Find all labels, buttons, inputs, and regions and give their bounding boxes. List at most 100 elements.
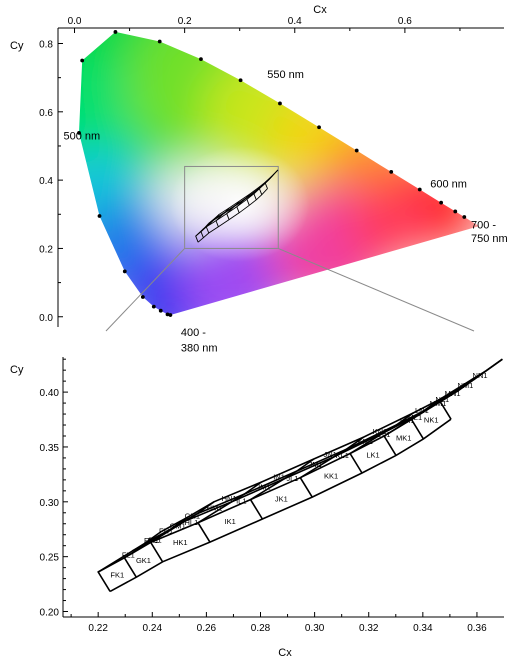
top-x-tick-label: 0.2 bbox=[178, 16, 192, 27]
cell-label: FL1 bbox=[122, 550, 135, 559]
zoom-box bbox=[184, 165, 279, 249]
cell-label: KM1 bbox=[358, 437, 373, 446]
grid-row-line bbox=[109, 418, 452, 593]
zoom-connector-lines bbox=[105, 247, 475, 332]
cell-label: JN1 bbox=[323, 450, 336, 459]
locus-point bbox=[122, 269, 127, 274]
bottom-y-tick-label: 0.40 bbox=[40, 388, 60, 399]
mini-grid-row bbox=[197, 188, 268, 243]
locus-point bbox=[389, 169, 394, 174]
locus-point bbox=[77, 130, 81, 135]
cell-label: FN1 bbox=[159, 526, 173, 535]
locus-point bbox=[113, 30, 118, 34]
locus-point bbox=[417, 187, 422, 192]
grid-column-line bbox=[97, 530, 162, 592]
cell-label: IK1 bbox=[225, 517, 236, 526]
locus-point bbox=[165, 312, 170, 317]
cell-labels: FN1 GN1 HN1 IN1 JN1 KN1 LN1 MN1 NN1 FM1 GM1 HM1 IM1 J… bbox=[110, 371, 487, 579]
top-y-tick-label: 0.4 bbox=[39, 176, 53, 187]
cell-label: LL1 bbox=[378, 430, 391, 439]
grid-column-line bbox=[349, 412, 414, 474]
bottom-x-tick-label: 0.24 bbox=[143, 623, 163, 634]
cell-label: LN1 bbox=[415, 406, 429, 415]
locus-point bbox=[158, 308, 163, 313]
zoomed-grid-chart: 0.22 0.24 0.26 0.28 0.30 0.32 0.34 0.36 0.20 0.25… bbox=[10, 357, 504, 659]
wavelength-label: 550 nm bbox=[267, 69, 304, 81]
cie-chromaticity-chart: 0.0 0.2 0.4 0.6 0.0 0.2 0.4 0.6 0.8 550 nm 500 nm… bbox=[10, 4, 508, 354]
cell-label: KK1 bbox=[324, 471, 338, 480]
cell-label: NK1 bbox=[424, 415, 439, 424]
bottom-y-axis-title: Cy bbox=[10, 364, 24, 376]
locus-point bbox=[80, 58, 85, 63]
cell-label: NM1 bbox=[458, 381, 474, 390]
bottom-y-tick-label: 0.25 bbox=[40, 553, 60, 564]
top-x-tick-label: 0.6 bbox=[398, 16, 412, 27]
top-y-tick-label: 0.6 bbox=[39, 108, 53, 119]
cell-label: IL1 bbox=[236, 497, 246, 506]
mini-grid bbox=[195, 169, 279, 243]
top-x-axis-title: Cx bbox=[313, 4, 327, 16]
cell-label: KN1 bbox=[373, 427, 388, 436]
grid-column-line bbox=[149, 501, 215, 563]
locus-point bbox=[140, 295, 145, 299]
cell-grid bbox=[97, 358, 503, 593]
locus-point bbox=[168, 313, 173, 317]
grid-column-line bbox=[196, 481, 262, 543]
wavelength-labels: 550 nm 500 nm 600 nm 700 -750 nm 400 - 380 nm bbox=[64, 69, 508, 354]
cell-label: MM1 bbox=[430, 399, 447, 408]
bottom-x-tick-label: 0.30 bbox=[305, 623, 325, 634]
top-y-axis-title: Cy bbox=[10, 40, 24, 52]
grid-column-line bbox=[299, 436, 365, 498]
mini-grid-column bbox=[236, 193, 251, 213]
cell-label: JL1 bbox=[286, 474, 298, 483]
cell-label: HL1 bbox=[184, 518, 198, 527]
locus-point bbox=[354, 148, 359, 153]
mini-grid-column bbox=[264, 169, 279, 189]
wavelength-label: 500 nm bbox=[64, 131, 101, 143]
cell-label: LM1 bbox=[400, 416, 415, 425]
top-ticks: 0.0 0.2 0.4 0.6 0.0 0.2 0.4 0.6 0.8 bbox=[39, 16, 461, 324]
gamut-color-fill bbox=[79, 31, 480, 316]
locus-point bbox=[151, 304, 156, 309]
locus-point bbox=[453, 209, 458, 214]
wavelength-label: 400 - bbox=[181, 327, 206, 339]
connector-left bbox=[105, 248, 186, 332]
mini-grid-column bbox=[226, 200, 240, 220]
cell-label: MK1 bbox=[396, 433, 411, 442]
mini-grid-column bbox=[246, 186, 261, 206]
spectral-locus-points bbox=[77, 30, 467, 317]
zoom-rectangle bbox=[184, 165, 279, 249]
bottom-x-tick-label: 0.28 bbox=[251, 623, 271, 634]
cell-label: HK1 bbox=[173, 538, 188, 547]
bottom-axes bbox=[62, 357, 504, 618]
cell-label: MN1 bbox=[445, 389, 461, 398]
cell-label: LK1 bbox=[366, 450, 379, 459]
cell-label: IN1 bbox=[273, 473, 285, 482]
locus-point bbox=[199, 57, 203, 62]
grid-row-line bbox=[161, 358, 503, 533]
mini-grid-column bbox=[205, 213, 220, 234]
grid-column-line bbox=[249, 458, 315, 520]
bottom-y-tick-label: 0.20 bbox=[40, 608, 60, 619]
cell-label: JK1 bbox=[275, 494, 288, 503]
bottom-x-axis-title: Cx bbox=[278, 647, 292, 659]
bottom-x-tick-label: 0.22 bbox=[88, 623, 108, 634]
wavelength-label: 380 nm bbox=[181, 342, 218, 354]
cell-label: NL1 bbox=[435, 395, 449, 404]
locus-point bbox=[97, 214, 102, 218]
wavelength-label: 700 - bbox=[471, 220, 496, 232]
mini-grid-column bbox=[215, 207, 230, 227]
cell-label: HN1 bbox=[222, 494, 237, 503]
bottom-x-tick-label: 0.26 bbox=[197, 623, 217, 634]
bottom-x-tick-label: 0.32 bbox=[359, 623, 379, 634]
cell-label: NN1 bbox=[473, 371, 488, 380]
locus-point bbox=[278, 101, 282, 106]
grid-column-line bbox=[410, 378, 476, 440]
cell-label: IM1 bbox=[258, 482, 271, 491]
cell-label: GM1 bbox=[170, 521, 186, 530]
top-y-tick-label: 0.2 bbox=[39, 244, 53, 255]
bottom-x-tick-label: 0.34 bbox=[413, 623, 433, 634]
bottom-y-tick-label: 0.35 bbox=[40, 443, 60, 454]
wavelength-label: 600 nm bbox=[430, 179, 467, 191]
